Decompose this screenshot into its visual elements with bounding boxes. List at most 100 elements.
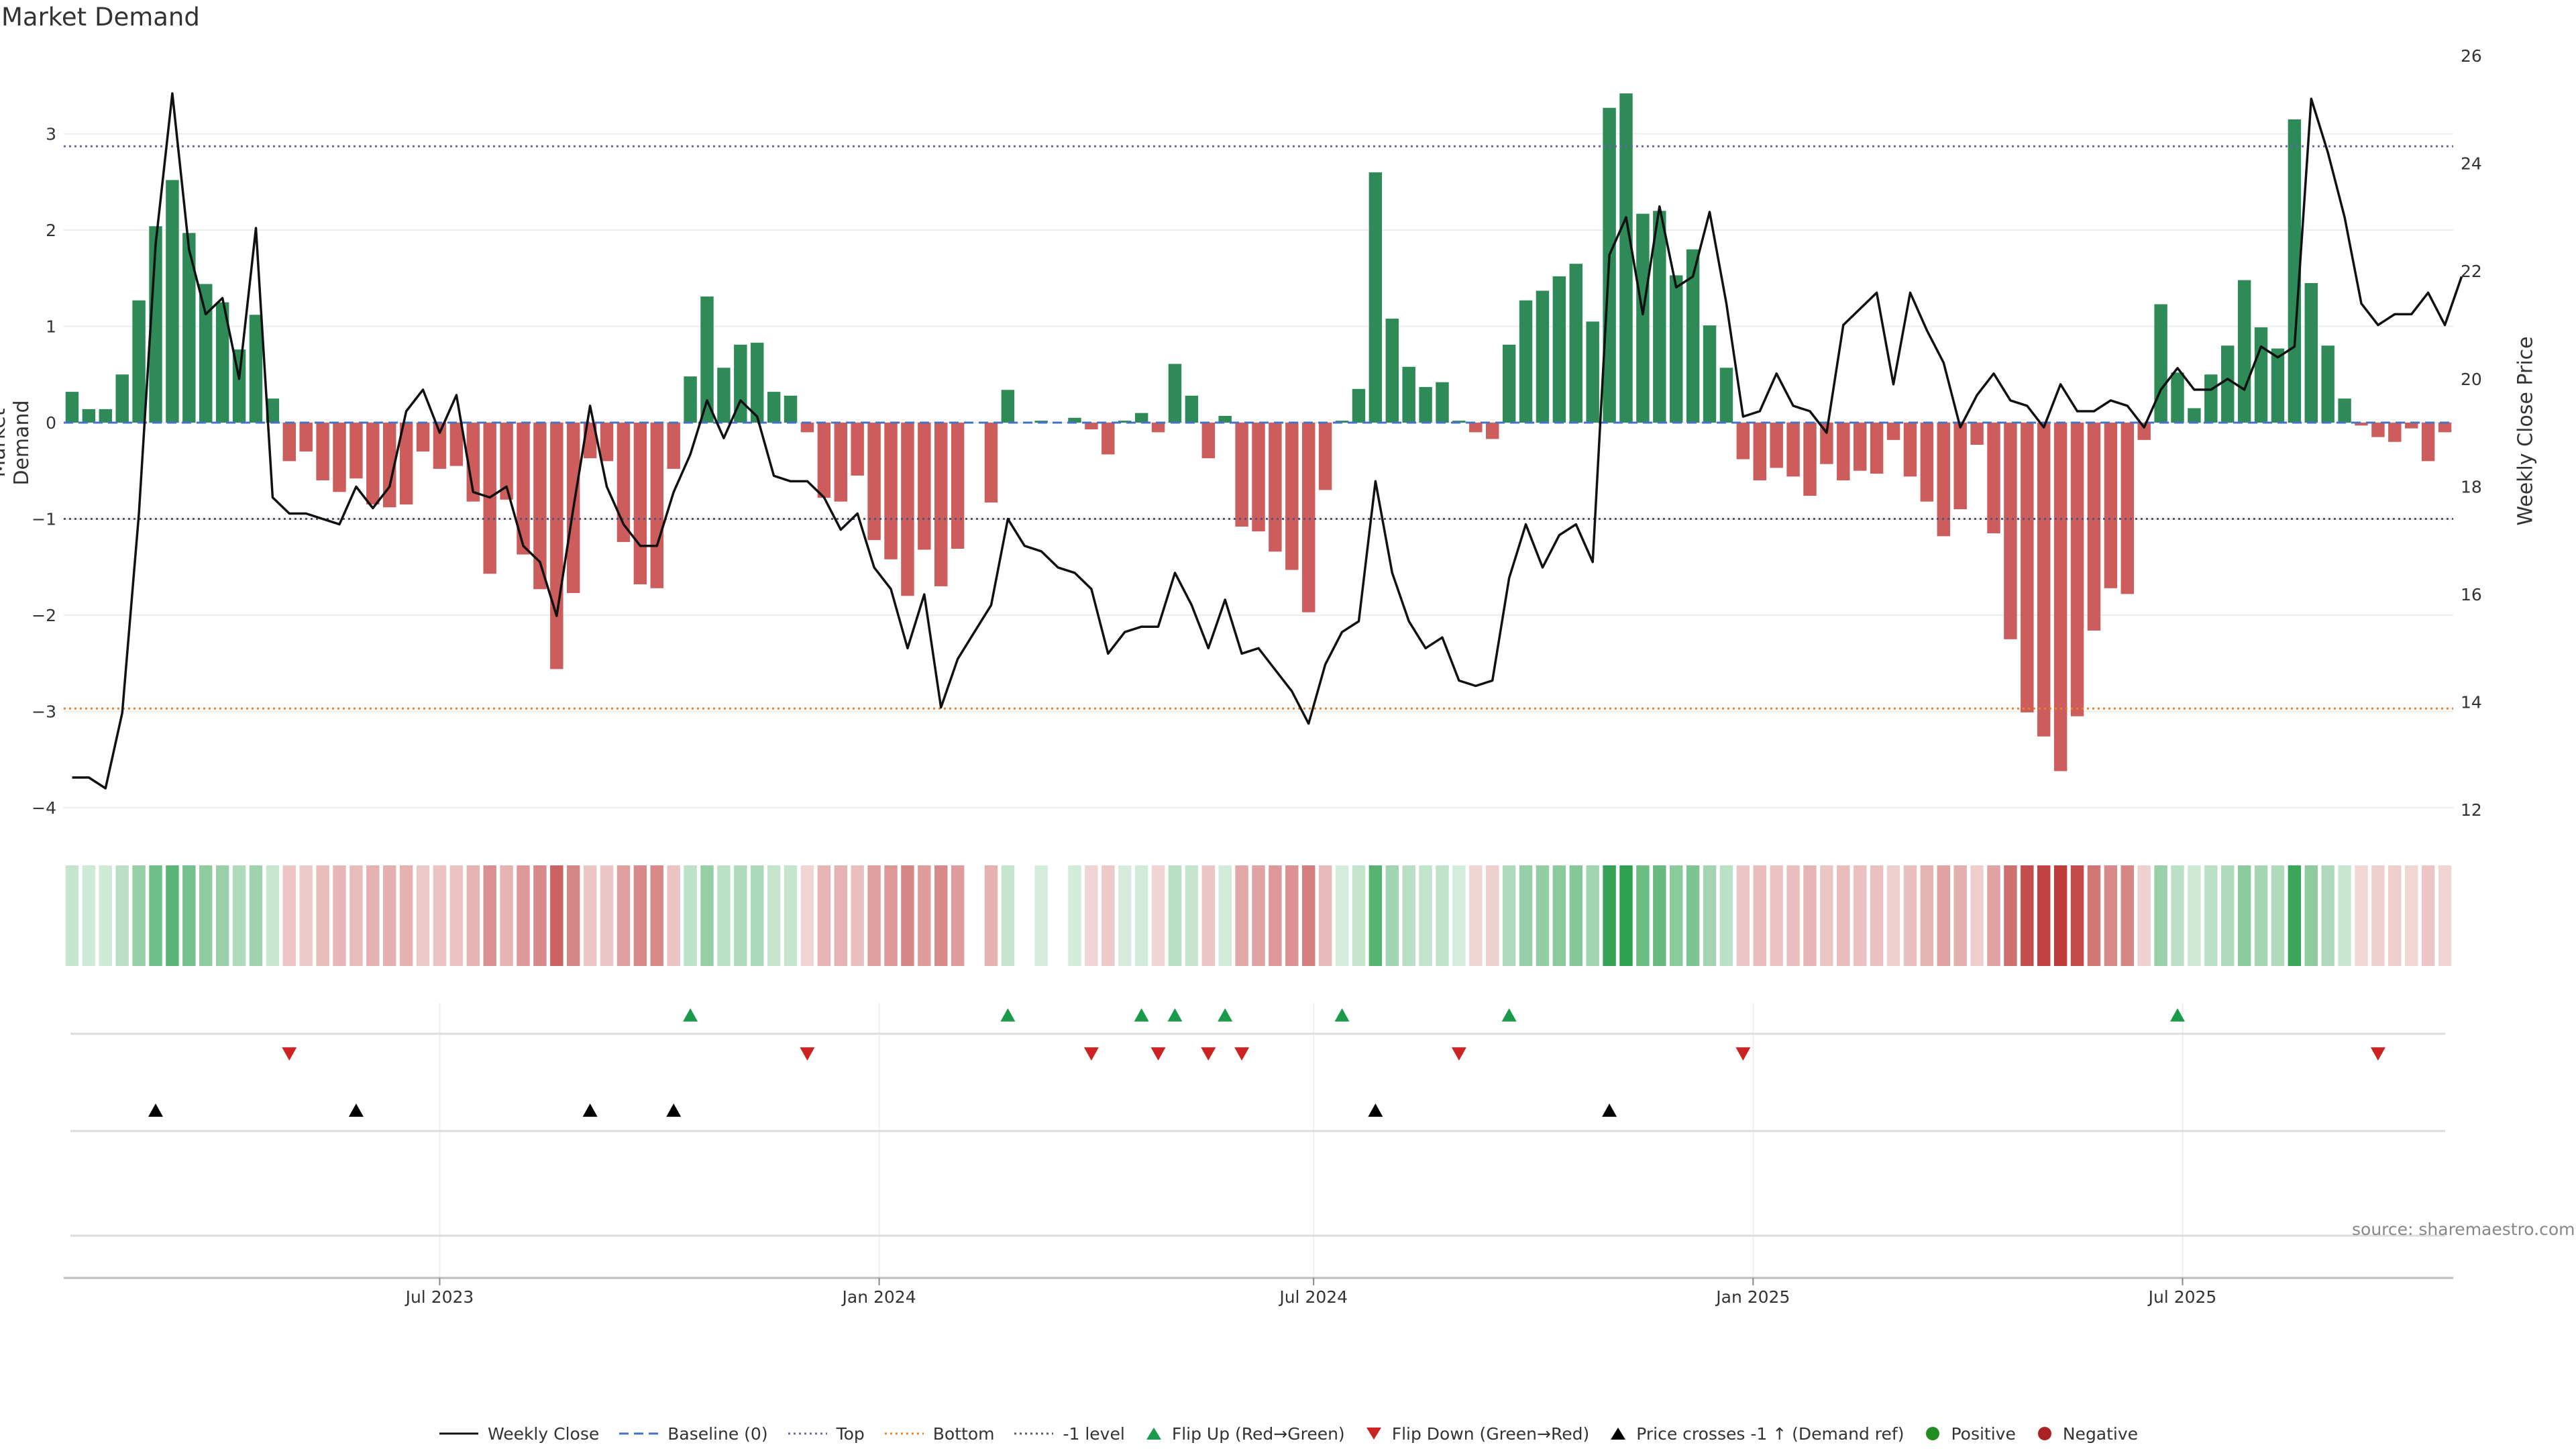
- heat-cell: [266, 865, 280, 966]
- heat-cell: [2237, 865, 2251, 966]
- demand-bar: [1185, 395, 1199, 423]
- price-cross-marker: [582, 1104, 598, 1117]
- x-tick-label: Jul 2023: [405, 1287, 474, 1307]
- demand-bar: [1987, 423, 2000, 534]
- demand-bar: [2304, 282, 2318, 423]
- demand-bar: [867, 423, 881, 541]
- triangle-up-icon: [1611, 1428, 1626, 1440]
- demand-bar: [1619, 93, 1633, 423]
- demand-bar: [2338, 398, 2351, 423]
- demand-bar: [1653, 211, 1666, 423]
- flip-up-marker: [683, 1008, 698, 1022]
- legend-line-swatch: [439, 1432, 478, 1435]
- legend-item-flip-down: Flip Down (Green→Red): [1364, 1424, 1589, 1444]
- legend-dot-swatch: [884, 1432, 924, 1435]
- signal-markers: [70, 1008, 2445, 1237]
- demand-bar: [1903, 423, 1917, 477]
- demand-bar: [984, 423, 998, 503]
- heat-cell: [2070, 865, 2084, 966]
- flip-down-marker: [282, 1047, 297, 1061]
- y2-tick-label: 26: [2461, 46, 2482, 66]
- flip-down-marker: [1083, 1047, 1099, 1061]
- demand-bar: [1854, 423, 1867, 471]
- dot-icon: [2037, 1427, 2051, 1440]
- demand-bar: [249, 315, 263, 423]
- demand-bar: [817, 423, 831, 498]
- heat-cell: [2338, 865, 2351, 966]
- demand-bar: [2237, 280, 2251, 423]
- heat-cell: [550, 865, 564, 966]
- flip-down-marker: [2370, 1047, 2385, 1061]
- triangle-down-icon: [1366, 1428, 1381, 1440]
- reference-lines: [64, 145, 2453, 710]
- heat-cell: [2371, 865, 2385, 966]
- heat-cell: [1102, 865, 1115, 966]
- weekly-close-path: [72, 92, 2463, 790]
- demand-bar: [2171, 372, 2184, 423]
- legend-dash-swatch: [619, 1432, 659, 1435]
- demand-bar: [633, 423, 647, 585]
- heat-cell: [1151, 865, 1165, 966]
- demand-bar: [1837, 423, 1850, 481]
- heat-cell: [1252, 865, 1265, 966]
- heat-cell: [1469, 865, 1483, 966]
- demand-bar: [667, 423, 680, 469]
- demand-bar: [533, 423, 547, 590]
- legend-item-negative: Negative: [2035, 1424, 2138, 1444]
- heat-cell: [1269, 865, 1282, 966]
- y2-tick-label: 24: [2461, 154, 2482, 174]
- heat-cell: [1419, 865, 1432, 966]
- x-tick-label: Jan 2025: [1715, 1287, 1790, 1307]
- flip-up-marker: [2170, 1008, 2185, 1022]
- demand-bar: [1786, 423, 1800, 477]
- heat-cell: [1318, 865, 1332, 966]
- heat-cell: [1452, 865, 1466, 966]
- demand-bar: [1118, 421, 1132, 423]
- heat-cell: [951, 865, 965, 966]
- demand-bar: [1318, 423, 1332, 490]
- heat-cell: [1837, 865, 1850, 966]
- price-cross-marker: [148, 1104, 163, 1117]
- demand-bar: [1252, 423, 1265, 532]
- heat-cell: [299, 865, 313, 966]
- demand-bar: [1368, 172, 1383, 423]
- demand-bar: [934, 423, 948, 586]
- demand-bar: [2438, 423, 2452, 433]
- heat-cell: [751, 865, 764, 966]
- demand-bar: [684, 376, 697, 423]
- demand-bar: [2104, 423, 2118, 588]
- flip-up-marker: [1000, 1008, 1016, 1022]
- x-tick-label: Jul 2025: [2147, 1287, 2217, 1307]
- demand-bar: [1151, 423, 1165, 433]
- heat-cell: [366, 865, 380, 966]
- heat-cell: [1786, 865, 1800, 966]
- legend-label: Flip Up (Red→Green): [1171, 1424, 1345, 1444]
- heat-cell: [466, 865, 480, 966]
- demand-bar: [1770, 423, 1783, 468]
- demand-bar: [2321, 345, 2334, 423]
- demand-bar: [1285, 423, 1299, 570]
- axis-ticks: 3 2 1 0 −1 −2 −3 −4 26 24 22 20 18 16 14 12: [32, 46, 2482, 820]
- demand-bar: [1134, 413, 1148, 423]
- flip-up-marker: [1218, 1008, 1233, 1022]
- heat-cell: [1352, 865, 1366, 966]
- demand-bar: [1168, 364, 1182, 423]
- demand-bar: [918, 423, 931, 550]
- heat-cell: [517, 865, 530, 966]
- heat-cell: [149, 865, 162, 966]
- heat-cell: [249, 865, 263, 966]
- heat-cell: [333, 865, 346, 966]
- demand-bar: [1001, 390, 1015, 423]
- heat-cell: [884, 865, 898, 966]
- demand-bar: [215, 302, 229, 423]
- demand-bar: [1402, 366, 1415, 423]
- heat-cell: [1803, 865, 1817, 966]
- heat-cell: [1569, 865, 1582, 966]
- y2-tick-label: 14: [2461, 693, 2482, 712]
- demand-bar: [266, 398, 280, 423]
- demand-bar: [2355, 423, 2368, 426]
- heat-cell: [1636, 865, 1650, 966]
- heat-cell: [2254, 865, 2268, 966]
- legend-item-minus-one: -1 level: [1013, 1424, 1125, 1444]
- demand-bar: [951, 423, 965, 549]
